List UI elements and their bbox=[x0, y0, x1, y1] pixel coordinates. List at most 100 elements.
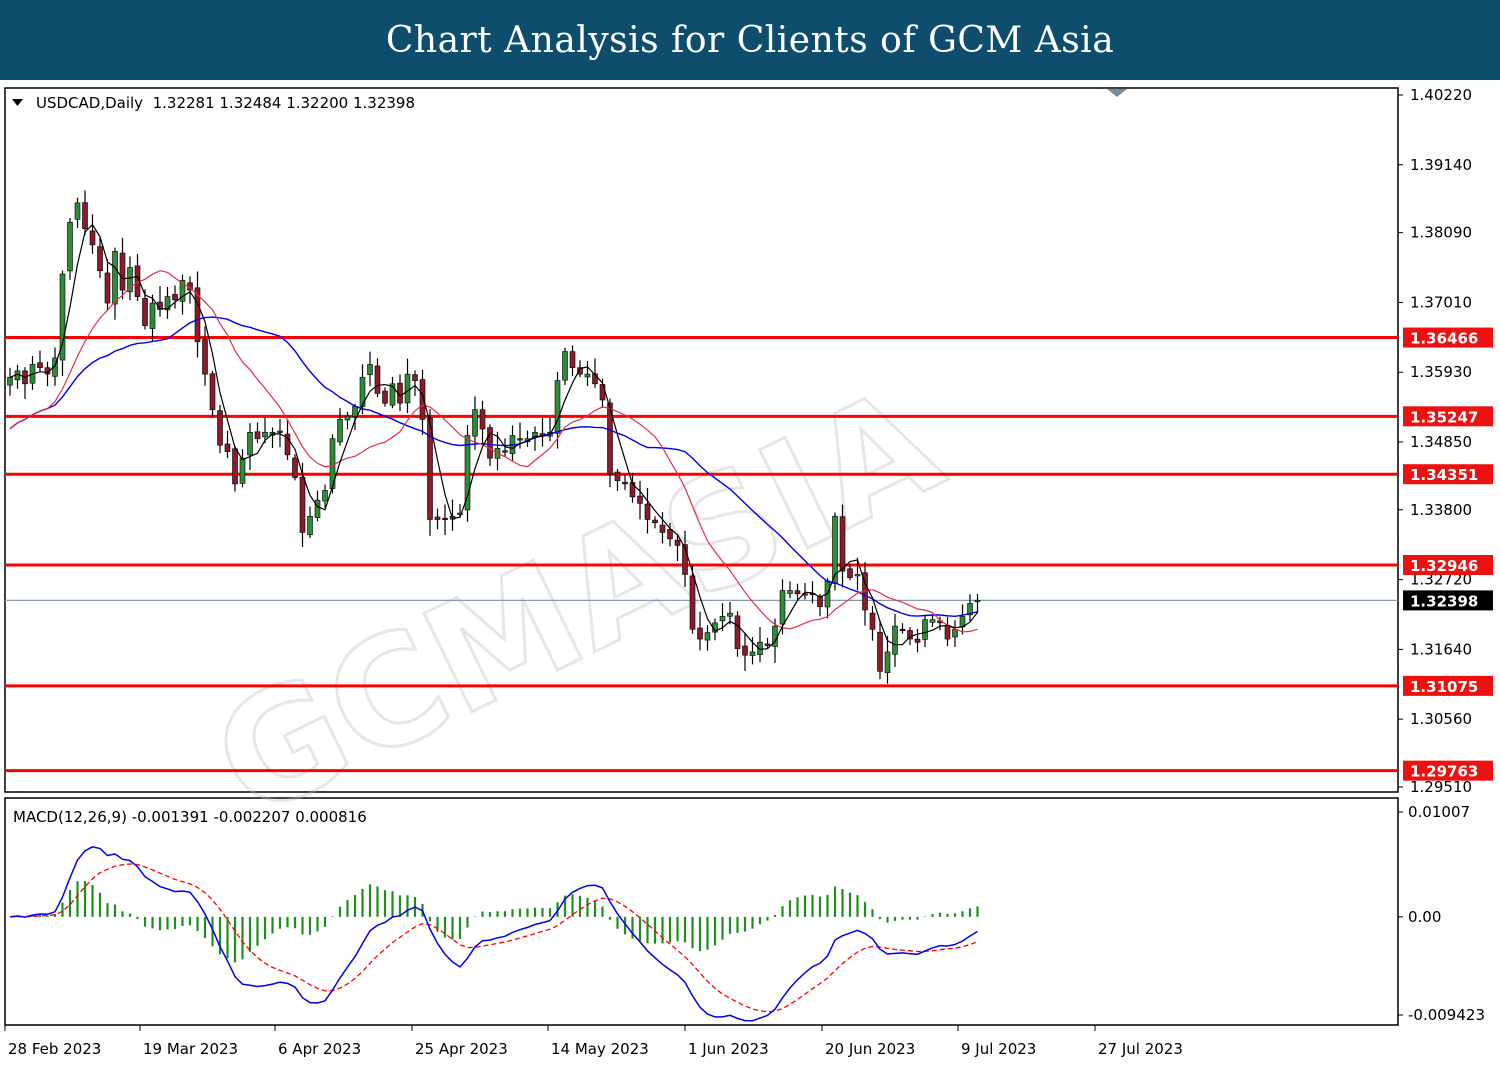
candle-body bbox=[457, 512, 463, 515]
level-tag bbox=[1403, 406, 1493, 427]
candle-body bbox=[659, 524, 666, 533]
candle-body bbox=[277, 430, 283, 433]
price-tick-label: 1.33800 bbox=[1410, 501, 1472, 519]
ma-mid-line bbox=[9, 270, 978, 633]
price-tick-label: 1.30560 bbox=[1410, 710, 1472, 728]
candle-body bbox=[764, 643, 771, 646]
level-label: 1.36466 bbox=[1410, 330, 1478, 348]
ma-slow-line bbox=[9, 316, 978, 618]
candle-body bbox=[97, 246, 103, 272]
price-tick-label: 1.31640 bbox=[1410, 640, 1472, 658]
candle-body bbox=[382, 390, 388, 404]
candle-body bbox=[584, 373, 591, 378]
level-tag bbox=[1403, 760, 1493, 781]
candle-body bbox=[127, 267, 133, 293]
price-tick-label: 1.39140 bbox=[1410, 156, 1472, 174]
date-tick-label: 27 Jul 2023 bbox=[1098, 1040, 1183, 1058]
level-tag bbox=[1403, 464, 1493, 485]
candle-body bbox=[104, 272, 111, 304]
price-tick-label: 1.34850 bbox=[1410, 433, 1472, 451]
price-tick-label: 1.35930 bbox=[1410, 363, 1472, 381]
candle-body bbox=[434, 516, 441, 520]
candle-body bbox=[322, 490, 328, 502]
candle-body bbox=[7, 377, 13, 386]
date-tick-label: 6 Apr 2023 bbox=[278, 1040, 361, 1058]
date-tick-label: 9 Jul 2023 bbox=[961, 1040, 1036, 1058]
candle-body bbox=[787, 590, 793, 594]
candle-body bbox=[577, 367, 583, 375]
candle-body bbox=[697, 627, 703, 640]
candle-body bbox=[907, 630, 913, 640]
candle-body bbox=[704, 632, 711, 641]
candle-body bbox=[112, 251, 118, 305]
candle-body bbox=[944, 625, 951, 640]
candle-body bbox=[149, 302, 156, 329]
candle-body bbox=[854, 574, 861, 577]
macd-tick-label: 0.01007 bbox=[1408, 803, 1470, 821]
candle-body bbox=[502, 450, 508, 453]
level-tag bbox=[1403, 675, 1493, 696]
candle-body bbox=[404, 373, 411, 404]
chart-shift-marker bbox=[1107, 89, 1127, 97]
candle-body bbox=[967, 603, 973, 616]
price-tick-label: 1.32720 bbox=[1410, 571, 1472, 589]
title-banner: Chart Analysis for Clients of GCM Asia bbox=[0, 0, 1500, 80]
current-price-tag bbox=[1403, 590, 1493, 611]
symbol-menu-icon[interactable] bbox=[12, 99, 23, 106]
candle-body bbox=[682, 544, 688, 575]
candle-body bbox=[284, 433, 291, 456]
date-tick-label: 19 Mar 2023 bbox=[143, 1040, 238, 1058]
candle-body bbox=[847, 568, 853, 578]
price-tick-label: 1.40220 bbox=[1410, 86, 1472, 104]
candle-body bbox=[914, 638, 921, 643]
date-tick-label: 28 Feb 2023 bbox=[8, 1040, 101, 1058]
macd-tick-label: 0.00 bbox=[1408, 908, 1441, 926]
banner-title: Chart Analysis for Clients of GCM Asia bbox=[385, 19, 1115, 61]
candle-body bbox=[794, 590, 801, 595]
candle-body bbox=[314, 499, 321, 518]
candle-body bbox=[839, 516, 846, 572]
ma-fast-line bbox=[9, 223, 978, 651]
current-price-label: 1.32398 bbox=[1410, 592, 1478, 610]
candle-body bbox=[119, 252, 126, 291]
candle-body bbox=[307, 515, 313, 536]
candle-body bbox=[562, 351, 568, 381]
date-tick-label: 20 Jun 2023 bbox=[825, 1040, 915, 1058]
candle-body bbox=[727, 612, 733, 617]
level-tag bbox=[1403, 327, 1493, 348]
candle-body bbox=[757, 641, 763, 655]
candle-body bbox=[734, 615, 741, 650]
candle-body bbox=[554, 380, 561, 434]
candle-body bbox=[472, 409, 478, 437]
candle-body bbox=[479, 409, 486, 430]
candle-body bbox=[164, 296, 171, 311]
candle-body bbox=[239, 457, 246, 484]
candle-body bbox=[922, 619, 928, 640]
date-tick-label: 1 Jun 2023 bbox=[688, 1040, 769, 1058]
macd-main-line bbox=[9, 846, 978, 1022]
level-label: 1.35247 bbox=[1410, 408, 1478, 426]
level-label: 1.31075 bbox=[1410, 678, 1478, 696]
candle-body bbox=[179, 280, 186, 302]
candle-body bbox=[412, 374, 418, 381]
candle-body bbox=[667, 529, 673, 540]
price-tick-label: 1.38090 bbox=[1410, 224, 1472, 242]
macd-signal-line bbox=[9, 863, 978, 1013]
candle-body bbox=[487, 427, 493, 459]
candle-body bbox=[344, 415, 351, 421]
candle-body bbox=[607, 402, 613, 475]
candle-body bbox=[142, 298, 148, 326]
candle-body bbox=[569, 351, 576, 368]
candle-body bbox=[899, 628, 906, 632]
candle-body bbox=[37, 362, 43, 368]
candle-body bbox=[52, 357, 58, 377]
candle-body bbox=[172, 294, 178, 301]
symbol-info-label: USDCAD,Daily 1.32281 1.32484 1.32200 1.3… bbox=[36, 94, 415, 112]
level-label: 1.29763 bbox=[1410, 763, 1478, 781]
candle-body bbox=[652, 519, 658, 524]
candle-body bbox=[517, 438, 523, 441]
candle-body bbox=[292, 457, 298, 478]
candle-body bbox=[779, 590, 786, 625]
candle-body bbox=[719, 616, 726, 622]
candle-body bbox=[224, 443, 231, 452]
